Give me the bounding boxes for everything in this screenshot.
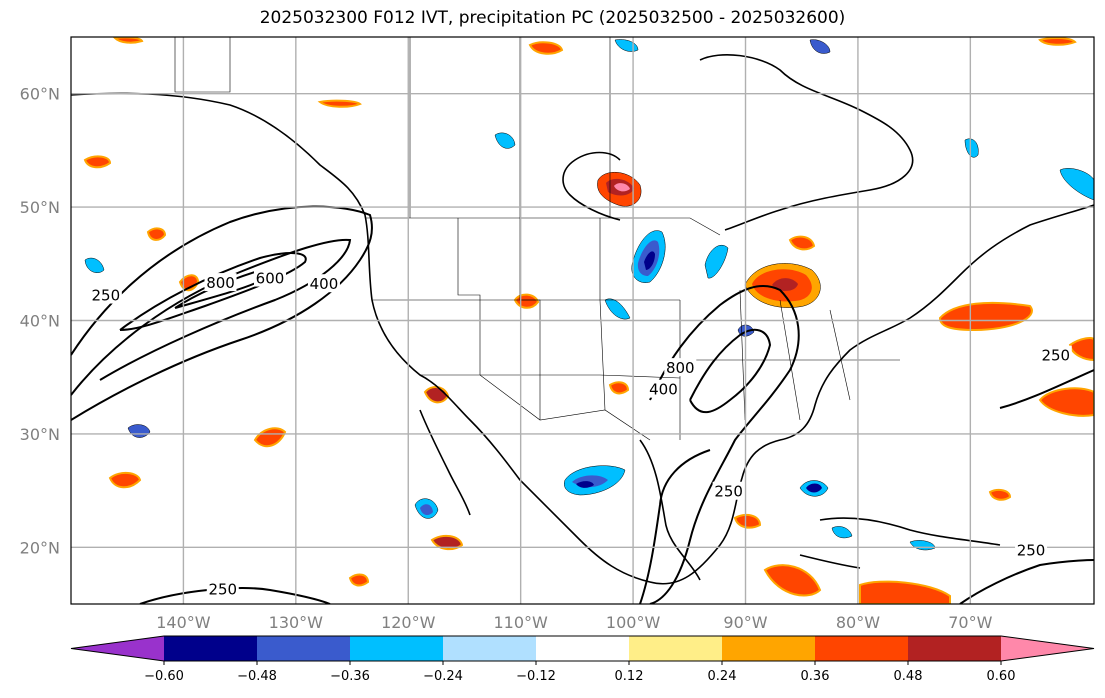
positive-anomaly-patch [744,263,821,308]
colorbar-segment [350,636,443,661]
contour-label-bg [712,481,745,500]
colorbar-label: 0.12 [615,669,644,684]
lon-label: 130°W [269,613,324,632]
ivt-contours [71,205,1094,604]
colorbar-label: −0.24 [423,669,463,684]
ivt-contour-label: 800 [206,274,235,292]
positive-anomaly-patch [938,301,1094,417]
ivt-contour-label: 250 [1041,347,1070,365]
colorbar-label: 0.36 [801,669,830,684]
contour-label-bg [204,273,237,292]
contour-label-bg [1015,540,1048,559]
ivt-contour-label: 250 [714,483,743,501]
colorbar-segment [629,636,722,661]
negative-anomaly-patch [564,465,626,496]
colorbar-labels: −0.60 −0.48 −0.36 −0.24 −0.12 0.12 0.24 0.36 0.4… [144,661,1015,684]
coastlines [71,54,1094,585]
contour-label-bg [1039,345,1072,364]
lon-label: 80°W [836,613,880,632]
colorbar-segment [536,636,629,661]
colorbar-label: 0.60 [987,669,1016,684]
lon-label: 70°W [948,613,992,632]
negative-anomaly-patch [631,230,666,283]
colorbar-segment [815,636,908,661]
lat-label: 30°N [20,425,60,444]
colorbar-segment [443,636,536,661]
contour-label-bg [253,268,286,287]
colorbar-label: 0.24 [708,669,737,684]
ivt-contour-label: 400 [310,275,339,293]
colorbar-label: −0.36 [330,669,370,684]
latitude-labels: 60°N 50°N 40°N 30°N 20°N [20,85,60,558]
colorbar [70,635,1095,662]
colorbar-label: −0.12 [516,669,556,684]
contour-label-bg [206,579,239,598]
longitude-labels: 140°W 130°W 120°W 110°W 100°W 90°W 80°W 70°W [156,613,992,632]
lon-label: 140°W [156,613,211,632]
ivt-contour-label: 250 [208,580,237,598]
colorbar-label: 0.48 [894,669,923,684]
contour-label-bg [89,285,122,304]
positive-anomaly-patch [597,172,642,207]
ivt-contour-label: 250 [92,287,121,305]
colorbar-segment [1001,636,1094,661]
ivt-contour-labels: 250 800 600 400 400 800 250 250 250 250 [89,268,1072,598]
contour-label-bg [664,358,697,377]
lat-label: 50°N [20,198,60,217]
colorbar-segment [71,636,164,661]
negative-anomaly-patch [84,39,1094,551]
contour-label-bg [307,274,340,293]
negative-anomaly-patch [799,480,829,497]
lat-label: 40°N [20,312,60,331]
lon-label: 120°W [381,613,436,632]
colorbar-segment [908,636,1001,661]
lat-label: 20°N [20,538,60,557]
lon-label: 90°W [723,613,767,632]
colorbar-segment [722,636,815,661]
political-borders [174,37,900,441]
colorbar-segment [164,636,257,661]
lat-label: 60°N [20,85,60,104]
colorbar-segment [257,636,350,661]
ivt-contour-label: 600 [256,270,285,288]
lon-label: 100°W [606,613,661,632]
ivt-contour-label: 400 [649,381,678,399]
colorbar-label: −0.48 [237,669,277,684]
colorbar-label: −0.60 [144,669,184,684]
ivt-contour-label: 800 [666,359,695,377]
map-title: 2025032300 F012 IVT, precipitation PC (2… [259,8,846,28]
map-frame [70,36,1095,605]
lon-label: 110°W [493,613,548,632]
gridlines [71,37,1094,604]
map-area: 250 800 600 400 400 800 250 250 250 250 [71,37,1094,604]
ivt-contour-label: 250 [1017,542,1046,560]
contour-label-bg [647,379,680,398]
